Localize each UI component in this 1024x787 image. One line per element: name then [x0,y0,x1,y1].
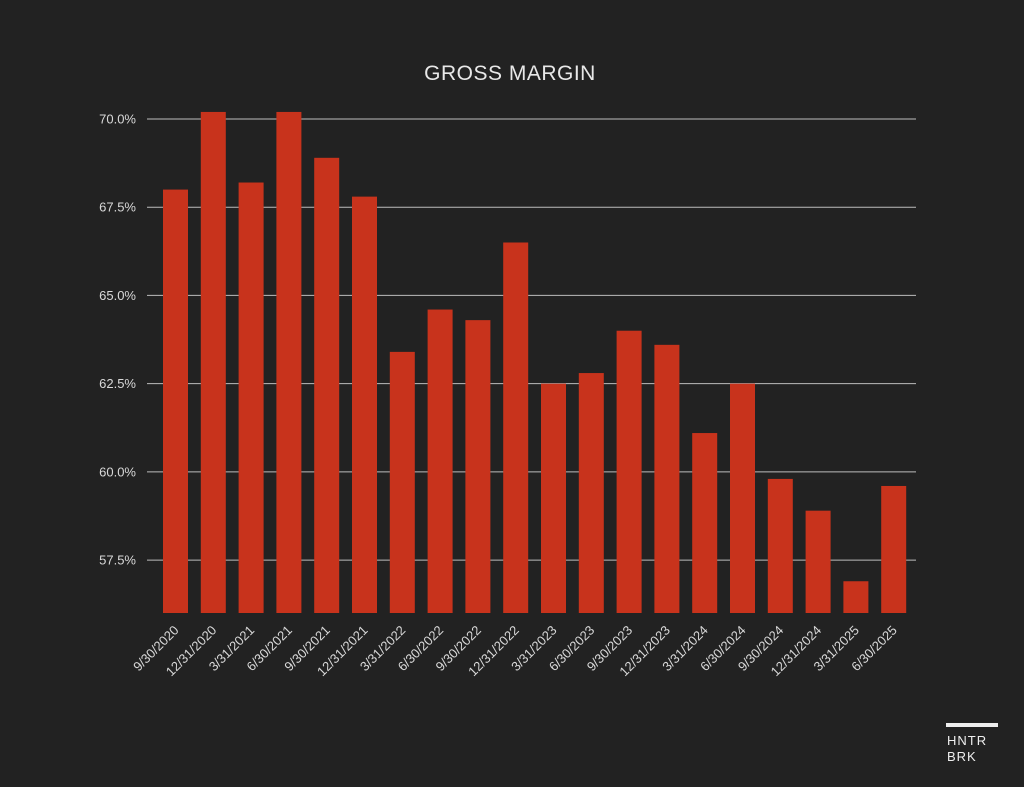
bar [465,320,491,613]
bar [238,182,264,613]
bars [163,111,907,614]
bar [616,330,642,613]
logo-bar [946,723,998,727]
y-tick-label: 67.5% [99,200,136,215]
gridlines [147,118,916,561]
bar [276,111,302,613]
y-tick-label: 57.5% [99,553,136,568]
bar [578,373,604,613]
bar [767,478,793,613]
bar [352,196,377,613]
bar [805,510,831,613]
x-axis-ticks: 9/30/202012/31/20203/31/20216/30/20219/3… [130,623,900,680]
y-tick-label: 62.5% [99,376,136,391]
hntr-brk-logo: HNTR BRK [946,723,998,764]
bar [692,433,718,613]
bar [163,189,188,614]
bar [730,383,755,613]
y-axis-ticks: 70.0% 67.5% 65.0% 62.5% 60.0% 57.5% [99,111,136,567]
bar [541,383,566,613]
bar [200,111,226,613]
logo-line1: HNTR [947,733,987,748]
bar [654,344,680,613]
y-tick-label: 60.0% [99,464,136,479]
bar [881,485,907,613]
bar [503,242,529,613]
logo-line2: BRK [947,749,977,764]
y-tick-label: 65.0% [99,288,136,303]
y-tick-label: 70.0% [99,111,136,126]
bar [843,581,869,613]
bar [389,351,415,613]
bar [314,157,340,614]
chart-title: GROSS MARGIN [424,62,596,85]
bar [427,309,453,613]
